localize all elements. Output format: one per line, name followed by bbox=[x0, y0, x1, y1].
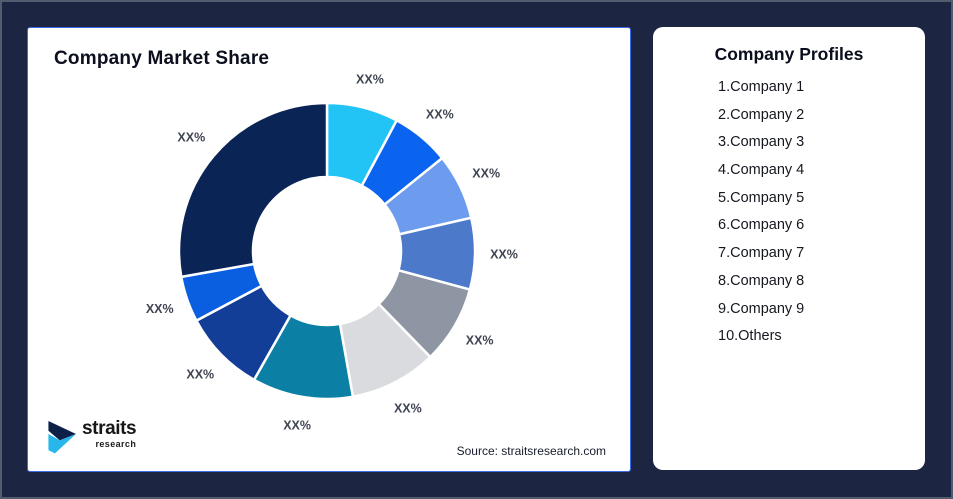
logo-name: straits bbox=[82, 418, 137, 439]
slice-percent-label: XX% bbox=[186, 368, 214, 382]
source-note: Source: straitsresearch.com bbox=[456, 444, 606, 458]
profiles-title: Company Profiles bbox=[714, 44, 864, 64]
slice-percent-label: XX% bbox=[177, 130, 205, 144]
chart-title: Company Market Share bbox=[54, 48, 270, 69]
list-item-company-5: 5.Company 5 bbox=[718, 189, 805, 206]
slice-percent-label: XX% bbox=[490, 247, 518, 261]
logo-subname: research bbox=[95, 439, 137, 449]
market-share-card: Company Market Share XX% XX% XX% XX% XX% XX% X… bbox=[27, 27, 631, 472]
list-item-company-4: 4.Company 4 bbox=[718, 162, 805, 179]
market-share-donut-chart: XX% XX% XX% XX% XX% XX% XX% XX% XX% XX% bbox=[146, 72, 518, 432]
slice-percent-label: XX% bbox=[283, 418, 311, 432]
slice-percent-label: XX% bbox=[146, 302, 174, 316]
donut-slice-others bbox=[177, 101, 329, 279]
slice-percent-label: XX% bbox=[466, 334, 494, 348]
list-item-company-6: 6.Company 6 bbox=[718, 217, 805, 234]
list-item-others: 10.Others bbox=[718, 328, 782, 345]
slice-percent-label: XX% bbox=[356, 72, 384, 86]
logo-wordmark: straits research bbox=[82, 418, 137, 450]
company-profiles-list: 1.Company 1 2.Company 2 3.Company 3 4.Co… bbox=[653, 74, 925, 351]
list-item-company-2: 2.Company 2 bbox=[718, 106, 805, 123]
slice-percent-label: XX% bbox=[426, 108, 454, 122]
company-profiles-card: Company Profiles 1.Company 1 2.Company 2… bbox=[653, 27, 925, 470]
slice-percent-label: XX% bbox=[394, 401, 422, 415]
list-item-company-1: 1.Company 1 bbox=[718, 79, 805, 95]
list-item-company-9: 9.Company 9 bbox=[718, 300, 805, 317]
list-item-company-3: 3.Company 3 bbox=[718, 134, 805, 151]
straits-research-logo: straits research bbox=[48, 418, 137, 455]
slice-percent-label: XX% bbox=[472, 167, 500, 181]
straits-logo-icon bbox=[48, 421, 76, 454]
list-item-company-8: 8.Company 8 bbox=[718, 272, 805, 289]
list-item-company-7: 7.Company 7 bbox=[718, 245, 805, 262]
